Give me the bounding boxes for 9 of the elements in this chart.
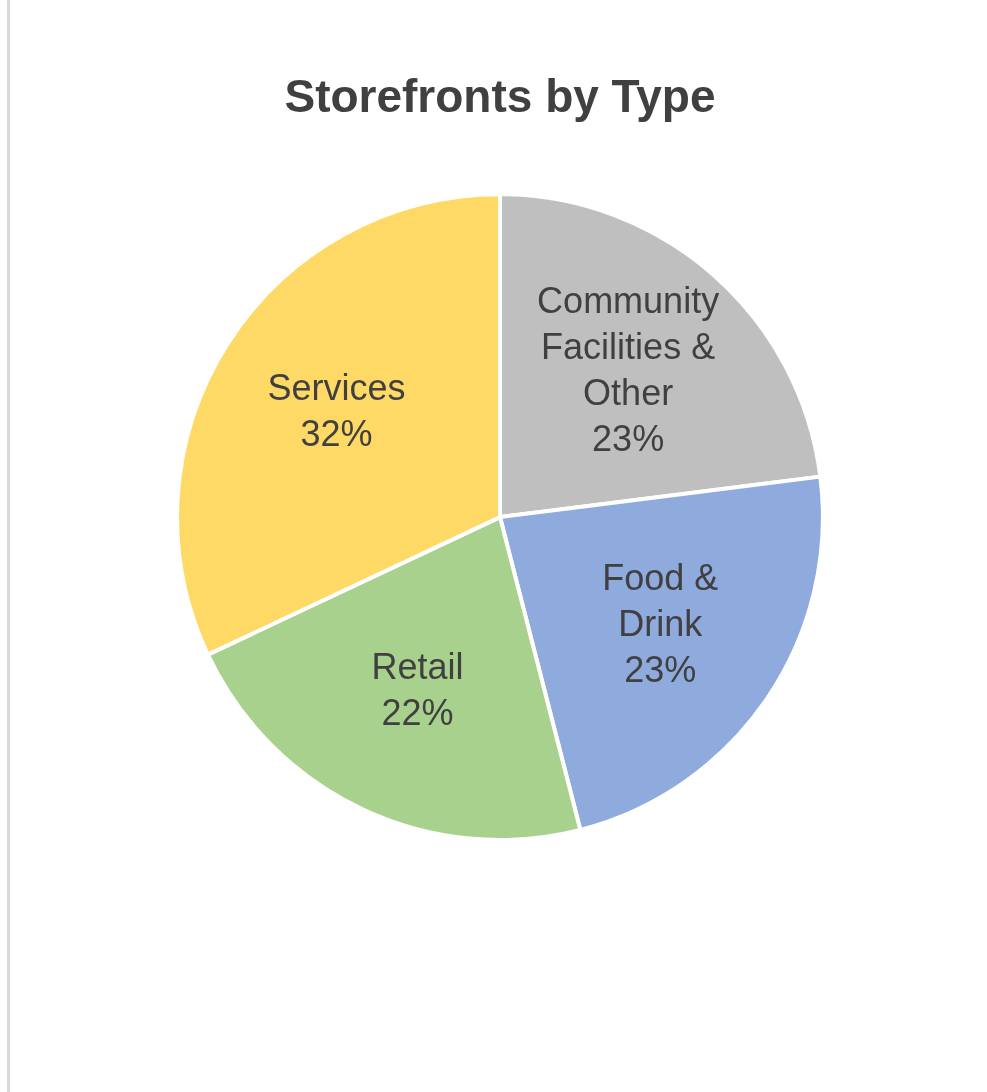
data-label: 23% bbox=[624, 648, 697, 690]
slice-label: Retail bbox=[371, 646, 464, 688]
data-label: 23% bbox=[592, 417, 665, 459]
data-label: 32% bbox=[300, 413, 373, 455]
slice-label: Services bbox=[267, 367, 406, 409]
slice-label: Community Facilities & Other bbox=[537, 279, 720, 413]
slice-label: Food & Drink bbox=[602, 556, 719, 644]
chart-title: Storefronts by Type bbox=[284, 70, 716, 123]
data-label: 22% bbox=[381, 692, 454, 734]
